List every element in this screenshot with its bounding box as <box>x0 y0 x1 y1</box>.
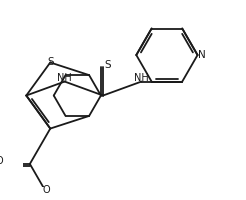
Text: O: O <box>43 185 51 195</box>
Text: N: N <box>198 50 206 60</box>
Text: NH: NH <box>57 73 72 83</box>
Text: O: O <box>0 156 3 166</box>
Text: S: S <box>47 57 54 67</box>
Text: NH: NH <box>134 73 149 83</box>
Text: S: S <box>104 60 111 70</box>
